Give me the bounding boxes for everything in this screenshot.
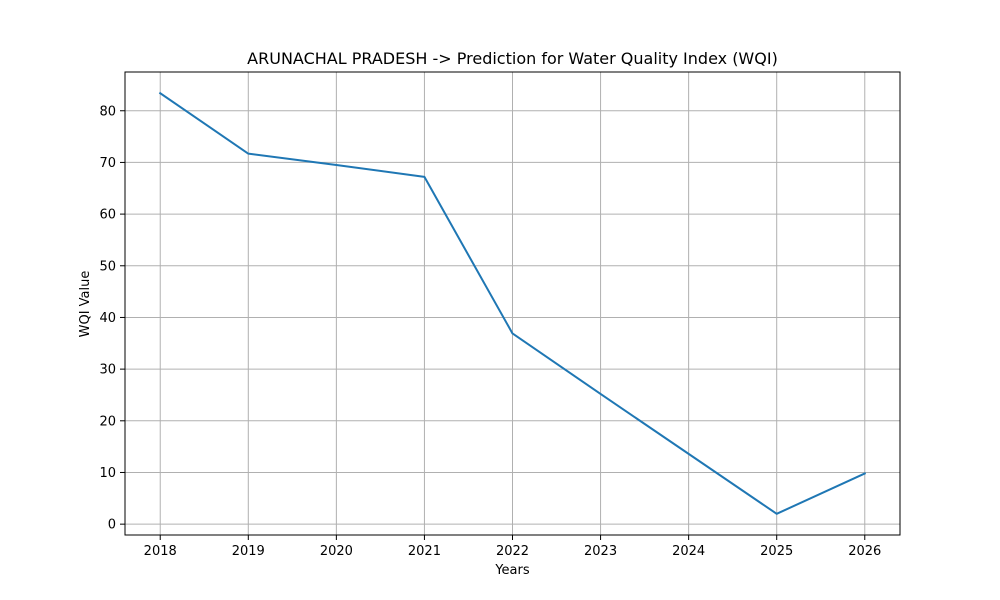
wqi-series-line — [158, 91, 867, 515]
y-tick-label: 0 — [108, 518, 116, 533]
chart-title: ARUNACHAL PRADESH -> Prediction for Wate… — [247, 49, 778, 68]
x-tick-label: 2018 — [144, 544, 177, 559]
x-axis: 2018 2019 2020 2021 2022 2023 2024 2025 2026 — [144, 535, 881, 559]
y-axis-label: WQI Value — [78, 271, 93, 338]
x-tick-label: 2024 — [672, 544, 705, 559]
y-tick-label: 50 — [99, 259, 116, 274]
x-tick-label: 2026 — [848, 544, 881, 559]
y-tick-label: 40 — [99, 311, 116, 326]
y-tick-label: 10 — [99, 466, 116, 481]
grid — [125, 72, 900, 535]
y-tick-label: 70 — [99, 156, 116, 171]
y-tick-label: 80 — [99, 104, 116, 119]
x-tick-label: 2019 — [232, 544, 265, 559]
series-layer — [158, 91, 867, 515]
x-tick-label: 2020 — [320, 544, 353, 559]
x-tick-label: 2022 — [496, 544, 529, 559]
y-tick-label: 20 — [99, 414, 116, 429]
y-tick-label: 60 — [99, 208, 116, 223]
x-tick-label: 2023 — [584, 544, 617, 559]
x-tick-label: 2025 — [760, 544, 793, 559]
x-tick-label: 2021 — [408, 544, 441, 559]
y-tick-label: 30 — [99, 363, 116, 378]
x-axis-label: Years — [494, 563, 530, 578]
y-axis: 0 10 20 30 40 50 60 70 80 — [99, 104, 125, 533]
